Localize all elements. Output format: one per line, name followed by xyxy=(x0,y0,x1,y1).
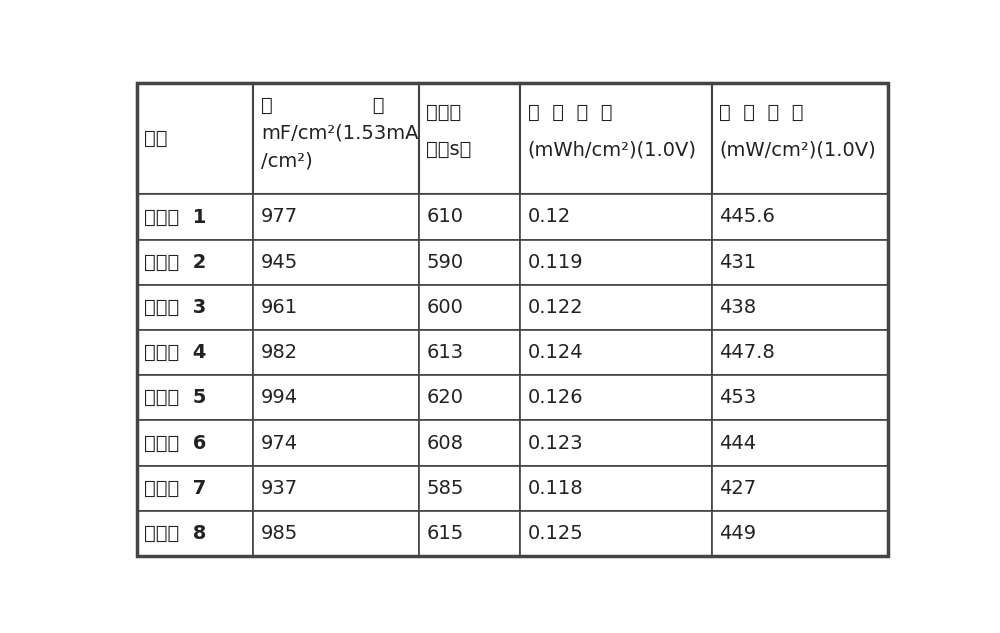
Bar xyxy=(712,420,888,466)
Text: 600: 600 xyxy=(426,298,463,317)
Bar xyxy=(253,466,419,511)
Text: 449: 449 xyxy=(719,524,757,543)
Text: 615: 615 xyxy=(426,524,464,543)
Text: 0.123: 0.123 xyxy=(528,434,583,453)
Text: 590: 590 xyxy=(426,253,463,272)
Bar xyxy=(712,375,888,420)
Text: 445.6: 445.6 xyxy=(719,208,775,227)
Bar xyxy=(137,285,253,330)
Bar xyxy=(520,466,712,511)
Text: 585: 585 xyxy=(426,479,464,498)
Text: 0.124: 0.124 xyxy=(528,343,583,362)
Text: 实施例  8: 实施例 8 xyxy=(144,524,207,543)
Text: 985: 985 xyxy=(261,524,298,543)
Text: 0.119: 0.119 xyxy=(528,253,583,272)
Text: 实施例  6: 实施例 6 xyxy=(144,434,207,453)
Bar xyxy=(712,330,888,375)
Text: 977: 977 xyxy=(261,208,298,227)
Bar xyxy=(137,84,253,194)
Bar xyxy=(520,511,712,556)
Text: 608: 608 xyxy=(426,434,463,453)
Bar xyxy=(253,375,419,420)
Text: 实施例  5: 实施例 5 xyxy=(144,388,207,407)
Bar xyxy=(419,194,520,239)
Text: 438: 438 xyxy=(719,298,757,317)
Bar xyxy=(520,375,712,420)
Bar xyxy=(253,285,419,330)
Bar xyxy=(419,511,520,556)
Text: (mWh/cm²)(1.0V): (mWh/cm²)(1.0V) xyxy=(528,141,697,160)
Text: 994: 994 xyxy=(261,388,298,407)
Text: 实施例  3: 实施例 3 xyxy=(144,298,207,317)
Text: 431: 431 xyxy=(719,253,757,272)
Text: 0.122: 0.122 xyxy=(528,298,583,317)
Bar xyxy=(137,511,253,556)
Bar xyxy=(419,375,520,420)
Text: 功  率  密  度: 功 率 密 度 xyxy=(719,103,804,122)
Bar xyxy=(419,84,520,194)
Text: 性能: 性能 xyxy=(144,129,168,148)
Text: 945: 945 xyxy=(261,253,298,272)
Bar xyxy=(137,375,253,420)
Bar xyxy=(712,511,888,556)
Bar xyxy=(520,285,712,330)
Text: 937: 937 xyxy=(261,479,298,498)
Bar xyxy=(712,84,888,194)
Bar xyxy=(712,194,888,239)
Bar xyxy=(253,420,419,466)
Bar xyxy=(520,194,712,239)
Text: 974: 974 xyxy=(261,434,298,453)
Text: 0.118: 0.118 xyxy=(528,479,583,498)
Text: 0.125: 0.125 xyxy=(528,524,584,543)
Text: 间（s）: 间（s） xyxy=(426,141,472,160)
Text: 613: 613 xyxy=(426,343,463,362)
Text: 0.126: 0.126 xyxy=(528,388,583,407)
Bar xyxy=(253,84,419,194)
Bar xyxy=(712,466,888,511)
Text: 961: 961 xyxy=(261,298,298,317)
Bar xyxy=(137,194,253,239)
Bar xyxy=(520,330,712,375)
Text: 0.12: 0.12 xyxy=(528,208,571,227)
Text: 实施例  7: 实施例 7 xyxy=(144,479,207,498)
Text: 电                容: 电 容 xyxy=(261,96,384,115)
Text: mF/cm²(1.53mA: mF/cm²(1.53mA xyxy=(261,124,418,143)
Bar xyxy=(520,420,712,466)
Text: 实施例  4: 实施例 4 xyxy=(144,343,207,362)
Bar xyxy=(419,420,520,466)
Bar xyxy=(712,285,888,330)
Bar xyxy=(712,239,888,285)
Bar xyxy=(137,466,253,511)
Bar xyxy=(137,330,253,375)
Bar xyxy=(137,420,253,466)
Text: 实施例  2: 实施例 2 xyxy=(144,253,207,272)
Text: 982: 982 xyxy=(261,343,298,362)
Bar xyxy=(253,330,419,375)
Bar xyxy=(253,239,419,285)
Bar xyxy=(419,330,520,375)
Text: 实施例  1: 实施例 1 xyxy=(144,208,207,227)
Bar xyxy=(253,511,419,556)
Bar xyxy=(419,466,520,511)
Text: 610: 610 xyxy=(426,208,463,227)
Text: 453: 453 xyxy=(719,388,757,407)
Bar xyxy=(137,239,253,285)
Text: (mW/cm²)(1.0V): (mW/cm²)(1.0V) xyxy=(719,141,876,160)
Text: 427: 427 xyxy=(719,479,757,498)
Text: 444: 444 xyxy=(719,434,757,453)
Bar xyxy=(419,285,520,330)
Text: 能  量  密  度: 能 量 密 度 xyxy=(528,103,612,122)
Bar xyxy=(419,239,520,285)
Text: /cm²): /cm²) xyxy=(261,151,313,170)
Text: 620: 620 xyxy=(426,388,463,407)
Bar xyxy=(520,239,712,285)
Bar xyxy=(520,84,712,194)
Text: 放电时: 放电时 xyxy=(426,103,462,122)
Bar xyxy=(253,194,419,239)
Text: 447.8: 447.8 xyxy=(719,343,775,362)
